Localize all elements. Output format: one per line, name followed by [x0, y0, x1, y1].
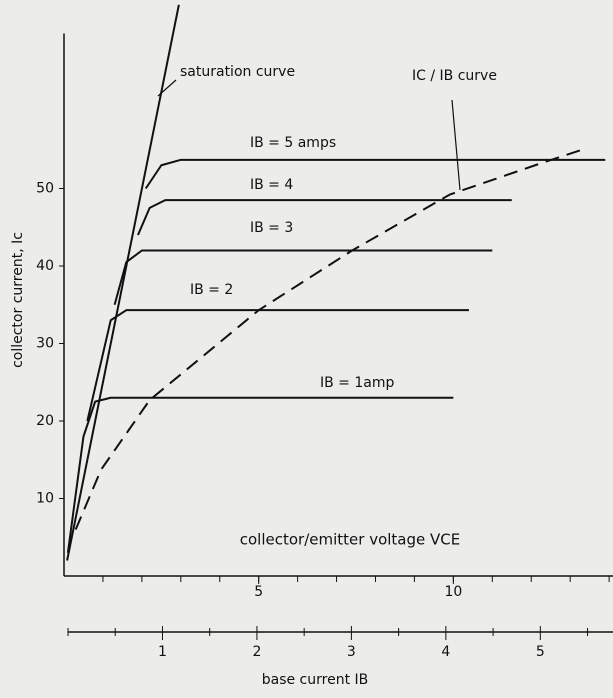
curve-label: IB = 1amp: [320, 375, 394, 391]
y-tick-label: 50: [36, 181, 54, 197]
curve-label: IB = 3: [250, 220, 293, 236]
curve-label: saturation curve: [180, 64, 295, 80]
x2-tick-label: 5: [536, 644, 545, 660]
curve-label: IB = 2: [190, 282, 233, 298]
x-tick-label: 10: [444, 584, 462, 600]
x-axis-label: collector/emitter voltage VCE: [240, 531, 460, 549]
y-tick-label: 40: [36, 258, 54, 274]
x2-tick-label: 4: [441, 644, 450, 660]
y-tick-label: 30: [36, 336, 54, 352]
x2-axis-label: base current IB: [262, 672, 369, 688]
chart: collector current, Ic collector/emitter …: [0, 0, 613, 698]
curve-label: IB = 5 amps: [250, 135, 336, 151]
x2-tick-label: 3: [347, 644, 356, 660]
curve-label: IC / IB curve: [412, 68, 497, 84]
curve-label: IB = 4: [250, 177, 293, 193]
y-tick-label: 10: [36, 491, 54, 507]
x2-tick-label: 1: [158, 644, 167, 660]
background: [0, 0, 613, 698]
x-tick-label: 5: [254, 584, 263, 600]
x2-tick-label: 2: [252, 644, 261, 660]
y-axis-label: collector current, Ic: [10, 232, 26, 368]
y-tick-label: 20: [36, 413, 54, 429]
